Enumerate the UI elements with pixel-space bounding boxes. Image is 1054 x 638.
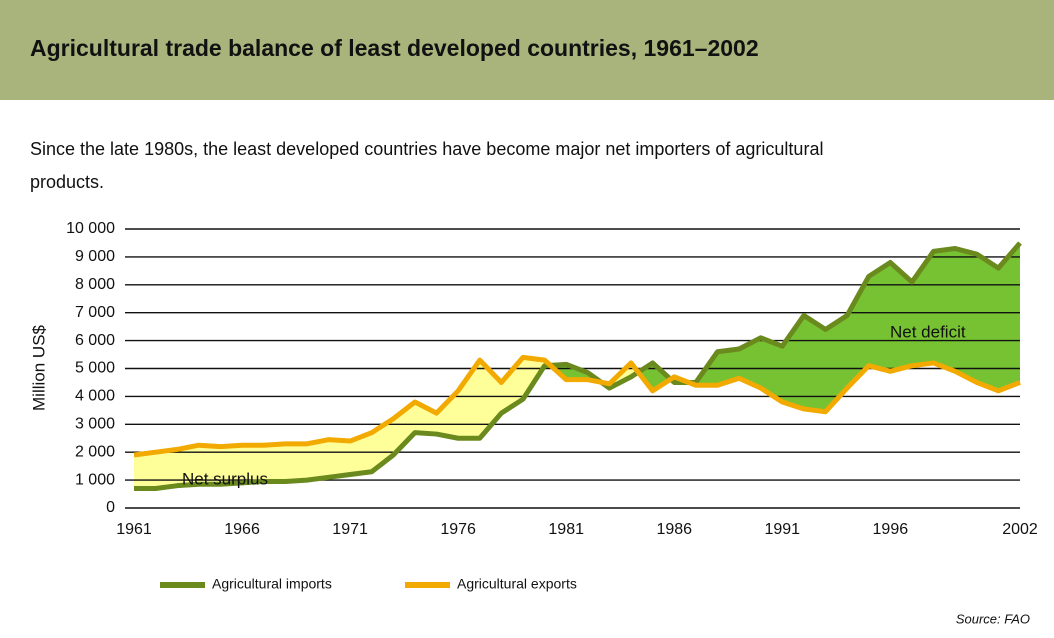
x-tick-label: 1996 xyxy=(873,521,909,538)
y-tick-label: 0 xyxy=(106,499,115,516)
x-tick-label: 1971 xyxy=(332,521,368,538)
y-tick-label: 4 000 xyxy=(75,388,115,405)
legend-label: Agricultural imports xyxy=(212,576,332,592)
x-tick-label: 1986 xyxy=(656,521,692,538)
y-axis-label: Million US$ xyxy=(29,324,48,411)
annotation: Net surplus xyxy=(182,469,268,488)
y-tick-label: 1 000 xyxy=(75,471,115,488)
header-band xyxy=(0,0,1054,100)
y-tick-label: 10 000 xyxy=(66,220,115,237)
x-tick-label: 1991 xyxy=(764,521,800,538)
x-tick-label: 1961 xyxy=(116,521,152,538)
y-tick-label: 7 000 xyxy=(75,304,115,321)
y-tick-label: 5 000 xyxy=(75,360,115,377)
y-tick-label: 3 000 xyxy=(75,416,115,433)
y-tick-label: 2 000 xyxy=(75,443,115,460)
x-tick-label: 1981 xyxy=(548,521,584,538)
source: Source: FAO xyxy=(956,611,1030,626)
chart-title: Agricultural trade balance of least deve… xyxy=(30,35,759,61)
series-line xyxy=(134,241,1022,491)
subtitle: Since the late 1980s, the least develope… xyxy=(30,139,823,159)
y-tick-label: 6 000 xyxy=(75,332,115,349)
series-line xyxy=(133,354,1021,458)
x-tick-label: 2002 xyxy=(1002,521,1038,538)
legend-label: Agricultural exports xyxy=(457,576,577,592)
x-tick-label: 1976 xyxy=(440,521,476,538)
y-tick-label: 8 000 xyxy=(75,276,115,293)
y-tick-label: 9 000 xyxy=(75,248,115,265)
annotation: Net deficit xyxy=(890,322,966,341)
subtitle: products. xyxy=(30,172,104,192)
x-tick-label: 1966 xyxy=(224,521,260,538)
